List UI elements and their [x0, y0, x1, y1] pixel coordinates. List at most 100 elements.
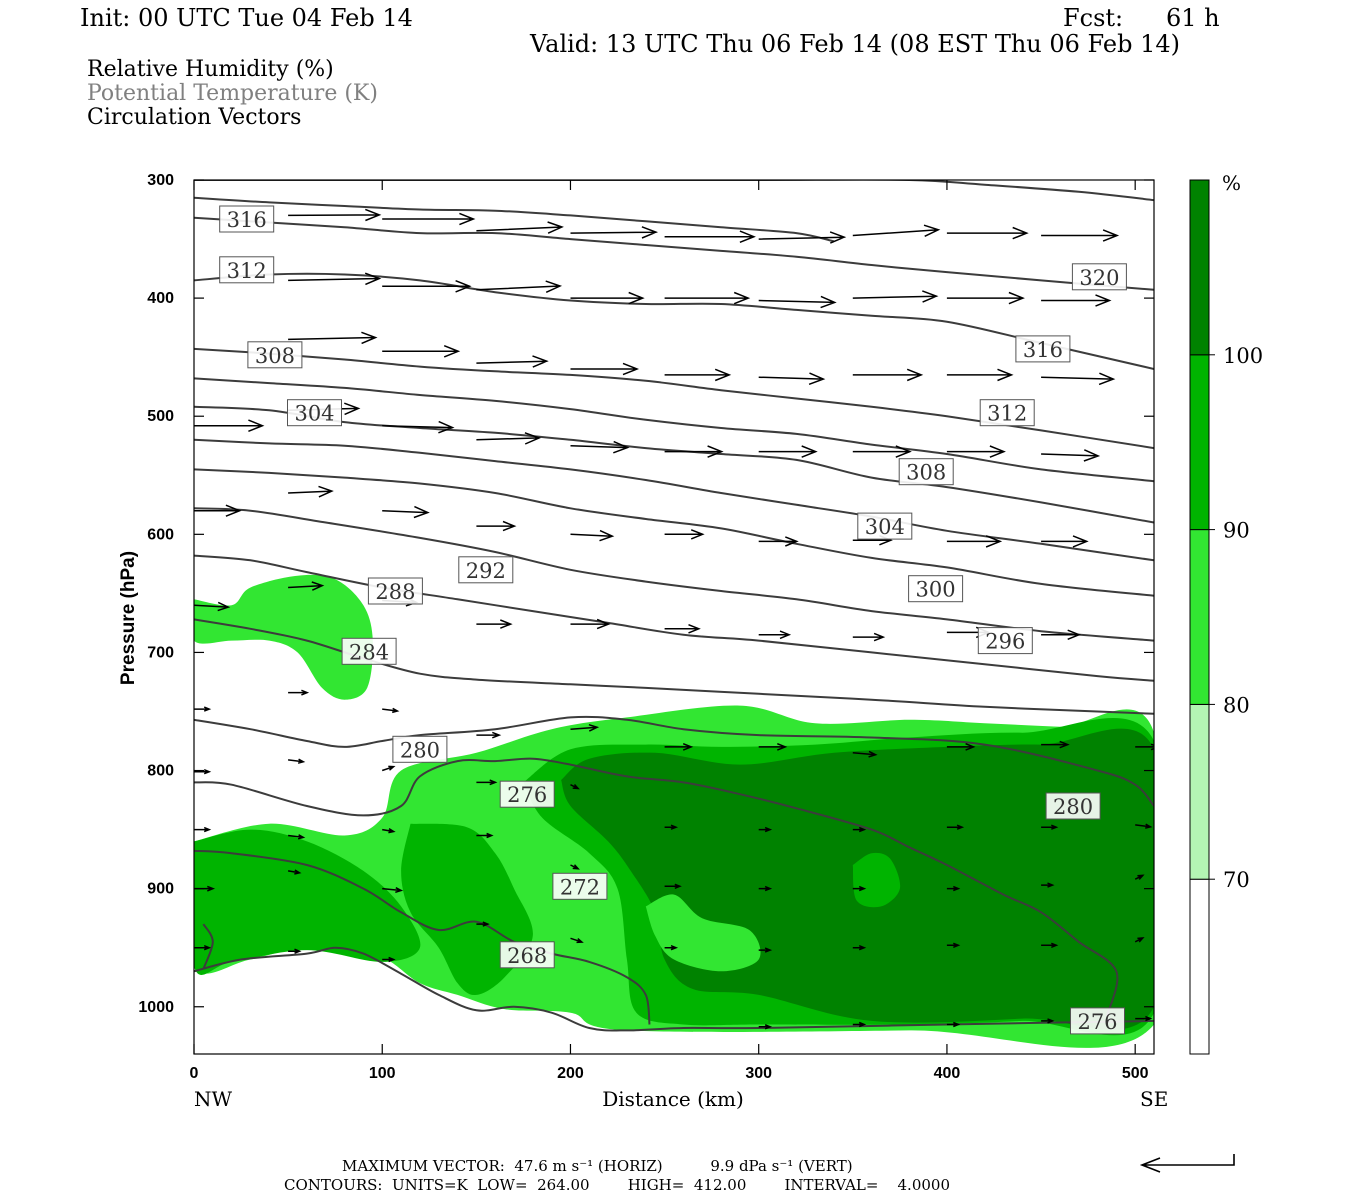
circulation-vector [758, 947, 773, 953]
theta-contour-300 [194, 438, 1154, 562]
forecast-hours: 61 h [1166, 4, 1220, 32]
circulation-vector [1041, 294, 1112, 307]
y-tick-label: 800 [147, 763, 174, 780]
circulation-vector [758, 372, 826, 386]
contour-label-text: 276 [1077, 1010, 1117, 1034]
colorbar-swatch [1189, 179, 1210, 356]
circulation-vector [1041, 372, 1116, 386]
circulation-vector [946, 445, 1006, 458]
circulation-vector [382, 828, 396, 834]
field-rh-label: Relative Humidity (%) [87, 57, 334, 82]
circulation-vector [1135, 1015, 1153, 1022]
contour-label-text: 308 [906, 461, 946, 485]
contour-label-box [219, 256, 275, 284]
theta-contour-308 [194, 377, 1154, 483]
axes-layer: 300 400 500 600 700 800 900 1000 0 100 200 300 400 50… [138, 172, 1154, 1082]
circulation-vector [288, 948, 302, 954]
circulation-vector [852, 1021, 867, 1028]
circulation-vector [382, 420, 455, 434]
contour-label-box [341, 637, 397, 665]
contour-label: 280 [1045, 792, 1101, 820]
circulation-vector [664, 291, 751, 305]
y-tick-label: 700 [147, 644, 174, 661]
circulation-vector [758, 295, 837, 309]
circulation-vector [194, 504, 242, 517]
circulation-vector [382, 280, 472, 293]
circulation-vector [288, 485, 334, 498]
circulation-vector [758, 743, 788, 751]
contour-label-text: 316 [227, 208, 267, 232]
contour-label: 280 [392, 735, 448, 763]
circulation-vector [664, 445, 724, 458]
contour-label-box [247, 341, 303, 369]
contour-label-text: 296 [985, 630, 1025, 654]
circulation-vector [664, 529, 705, 540]
contour-label-text: 268 [507, 944, 547, 968]
contour-label-box [977, 627, 1033, 655]
contour-label: 304 [287, 399, 342, 427]
contour-label: 312 [219, 256, 275, 284]
colorbar-swatch [1189, 529, 1210, 705]
circulation-vector [1134, 937, 1145, 943]
circulation-vector [194, 769, 212, 775]
rh-region-90 [852, 852, 901, 908]
field-theta-label: Potential Temperature (K) [87, 81, 378, 106]
circulation-vector [664, 368, 732, 382]
x-tick-label: 300 [745, 1065, 772, 1082]
y-tick-label: 600 [147, 526, 174, 543]
contour-label-box [1045, 792, 1101, 820]
theta-contour-288 [194, 554, 1154, 682]
contour-label-text: 316 [1023, 338, 1063, 362]
circulation-vector [570, 226, 659, 239]
colorbar: 70 80 90 100 [1189, 179, 1263, 1055]
circulation-vector [476, 619, 513, 629]
theta-contour-268 [194, 946, 1154, 1032]
contour-label: 284 [341, 637, 397, 665]
circulation-vector [852, 290, 939, 303]
contour-label: 268 [499, 941, 555, 969]
x-tick-label: 100 [369, 1065, 396, 1082]
circulation-vector [476, 520, 517, 532]
circulation-vector [194, 419, 265, 432]
contour-label-box [979, 399, 1035, 427]
circulation-vector [664, 743, 694, 751]
circulation-vector [1041, 740, 1070, 749]
y-tick-label: 500 [147, 408, 174, 425]
contour-label-text: 280 [400, 738, 440, 762]
circulation-vector [852, 632, 886, 642]
contour-label-box [552, 872, 608, 900]
circulation-vector [288, 581, 325, 591]
circulation-vector [194, 706, 212, 712]
theta-contour-316 [194, 272, 1154, 370]
circulation-vector [946, 743, 976, 751]
contour-label: 304 [857, 512, 913, 540]
circulation-vector [1135, 823, 1153, 829]
circulation-vector [382, 505, 430, 519]
circulation-vector [570, 362, 640, 376]
contour-label-box [367, 577, 423, 605]
contour-label: 308 [898, 458, 954, 486]
circulation-vector [288, 272, 382, 286]
x-tick-label: 200 [557, 1065, 584, 1082]
contour-label-text: 308 [255, 344, 295, 368]
contour-label-text: 292 [466, 559, 506, 583]
contour-label: 272 [552, 872, 608, 900]
plot-frame [193, 179, 1155, 1055]
contour-label-box [219, 205, 275, 233]
init-time: Init: 00 UTC Tue 04 Feb 14 [80, 4, 413, 32]
x-tick-label: 500 [1122, 1065, 1149, 1082]
theta-contour-292 [194, 507, 1154, 642]
circulation-vector [852, 224, 941, 237]
circulation-vector [288, 834, 306, 840]
circulation-vector [476, 432, 542, 445]
rh-fill-layer [194, 574, 1154, 1048]
circulation-vector [946, 824, 965, 830]
circulation-vector [570, 783, 580, 790]
colorbar-swatch [1189, 703, 1210, 880]
theta-contour-layer [194, 180, 1154, 1032]
circulation-vector [1041, 1018, 1055, 1024]
x-axis-left-end-label: NW [194, 1087, 233, 1111]
contour-label-text: 284 [349, 640, 389, 664]
circulation-vector [946, 226, 1029, 240]
circulation-vector [1134, 874, 1145, 880]
